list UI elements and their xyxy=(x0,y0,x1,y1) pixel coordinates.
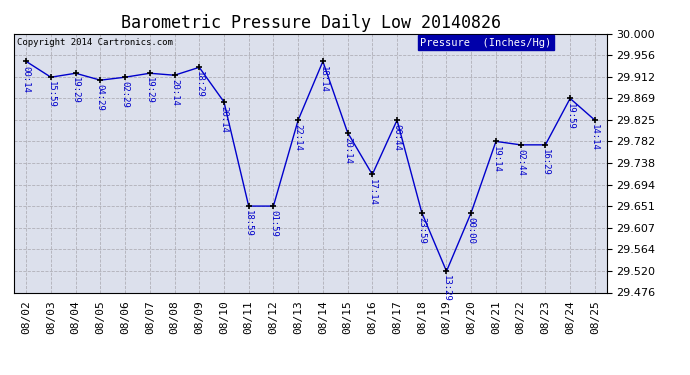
Text: 00:44: 00:44 xyxy=(393,124,402,151)
Text: 20:14: 20:14 xyxy=(170,80,179,106)
Text: 00:14: 00:14 xyxy=(21,66,30,93)
Text: 04:29: 04:29 xyxy=(96,84,105,111)
Text: 01:59: 01:59 xyxy=(269,210,278,237)
Text: 19:59: 19:59 xyxy=(566,103,575,129)
Text: 18:14: 18:14 xyxy=(318,66,327,93)
Text: 18:59: 18:59 xyxy=(244,210,253,237)
Text: 18:29: 18:29 xyxy=(195,72,204,98)
Text: 22:14: 22:14 xyxy=(294,124,303,151)
Text: 16:29: 16:29 xyxy=(541,149,550,176)
Text: 13:29: 13:29 xyxy=(442,275,451,302)
Text: 19:29: 19:29 xyxy=(71,77,80,104)
Text: 02:44: 02:44 xyxy=(516,149,525,176)
Text: 02:29: 02:29 xyxy=(121,81,130,108)
Title: Barometric Pressure Daily Low 20140826: Barometric Pressure Daily Low 20140826 xyxy=(121,14,500,32)
Text: 17:14: 17:14 xyxy=(368,178,377,206)
Text: 19:14: 19:14 xyxy=(491,146,500,172)
Text: 00:00: 00:00 xyxy=(466,217,475,243)
Text: Copyright 2014 Cartronics.com: Copyright 2014 Cartronics.com xyxy=(17,38,172,46)
Text: 23:59: 23:59 xyxy=(417,217,426,243)
Text: 20:14: 20:14 xyxy=(343,136,352,164)
Text: Pressure  (Inches/Hg): Pressure (Inches/Hg) xyxy=(420,38,551,48)
Text: 15:59: 15:59 xyxy=(46,81,55,108)
Text: 19:29: 19:29 xyxy=(146,77,155,104)
Text: 14:14: 14:14 xyxy=(591,124,600,151)
Text: 20:14: 20:14 xyxy=(219,106,228,133)
